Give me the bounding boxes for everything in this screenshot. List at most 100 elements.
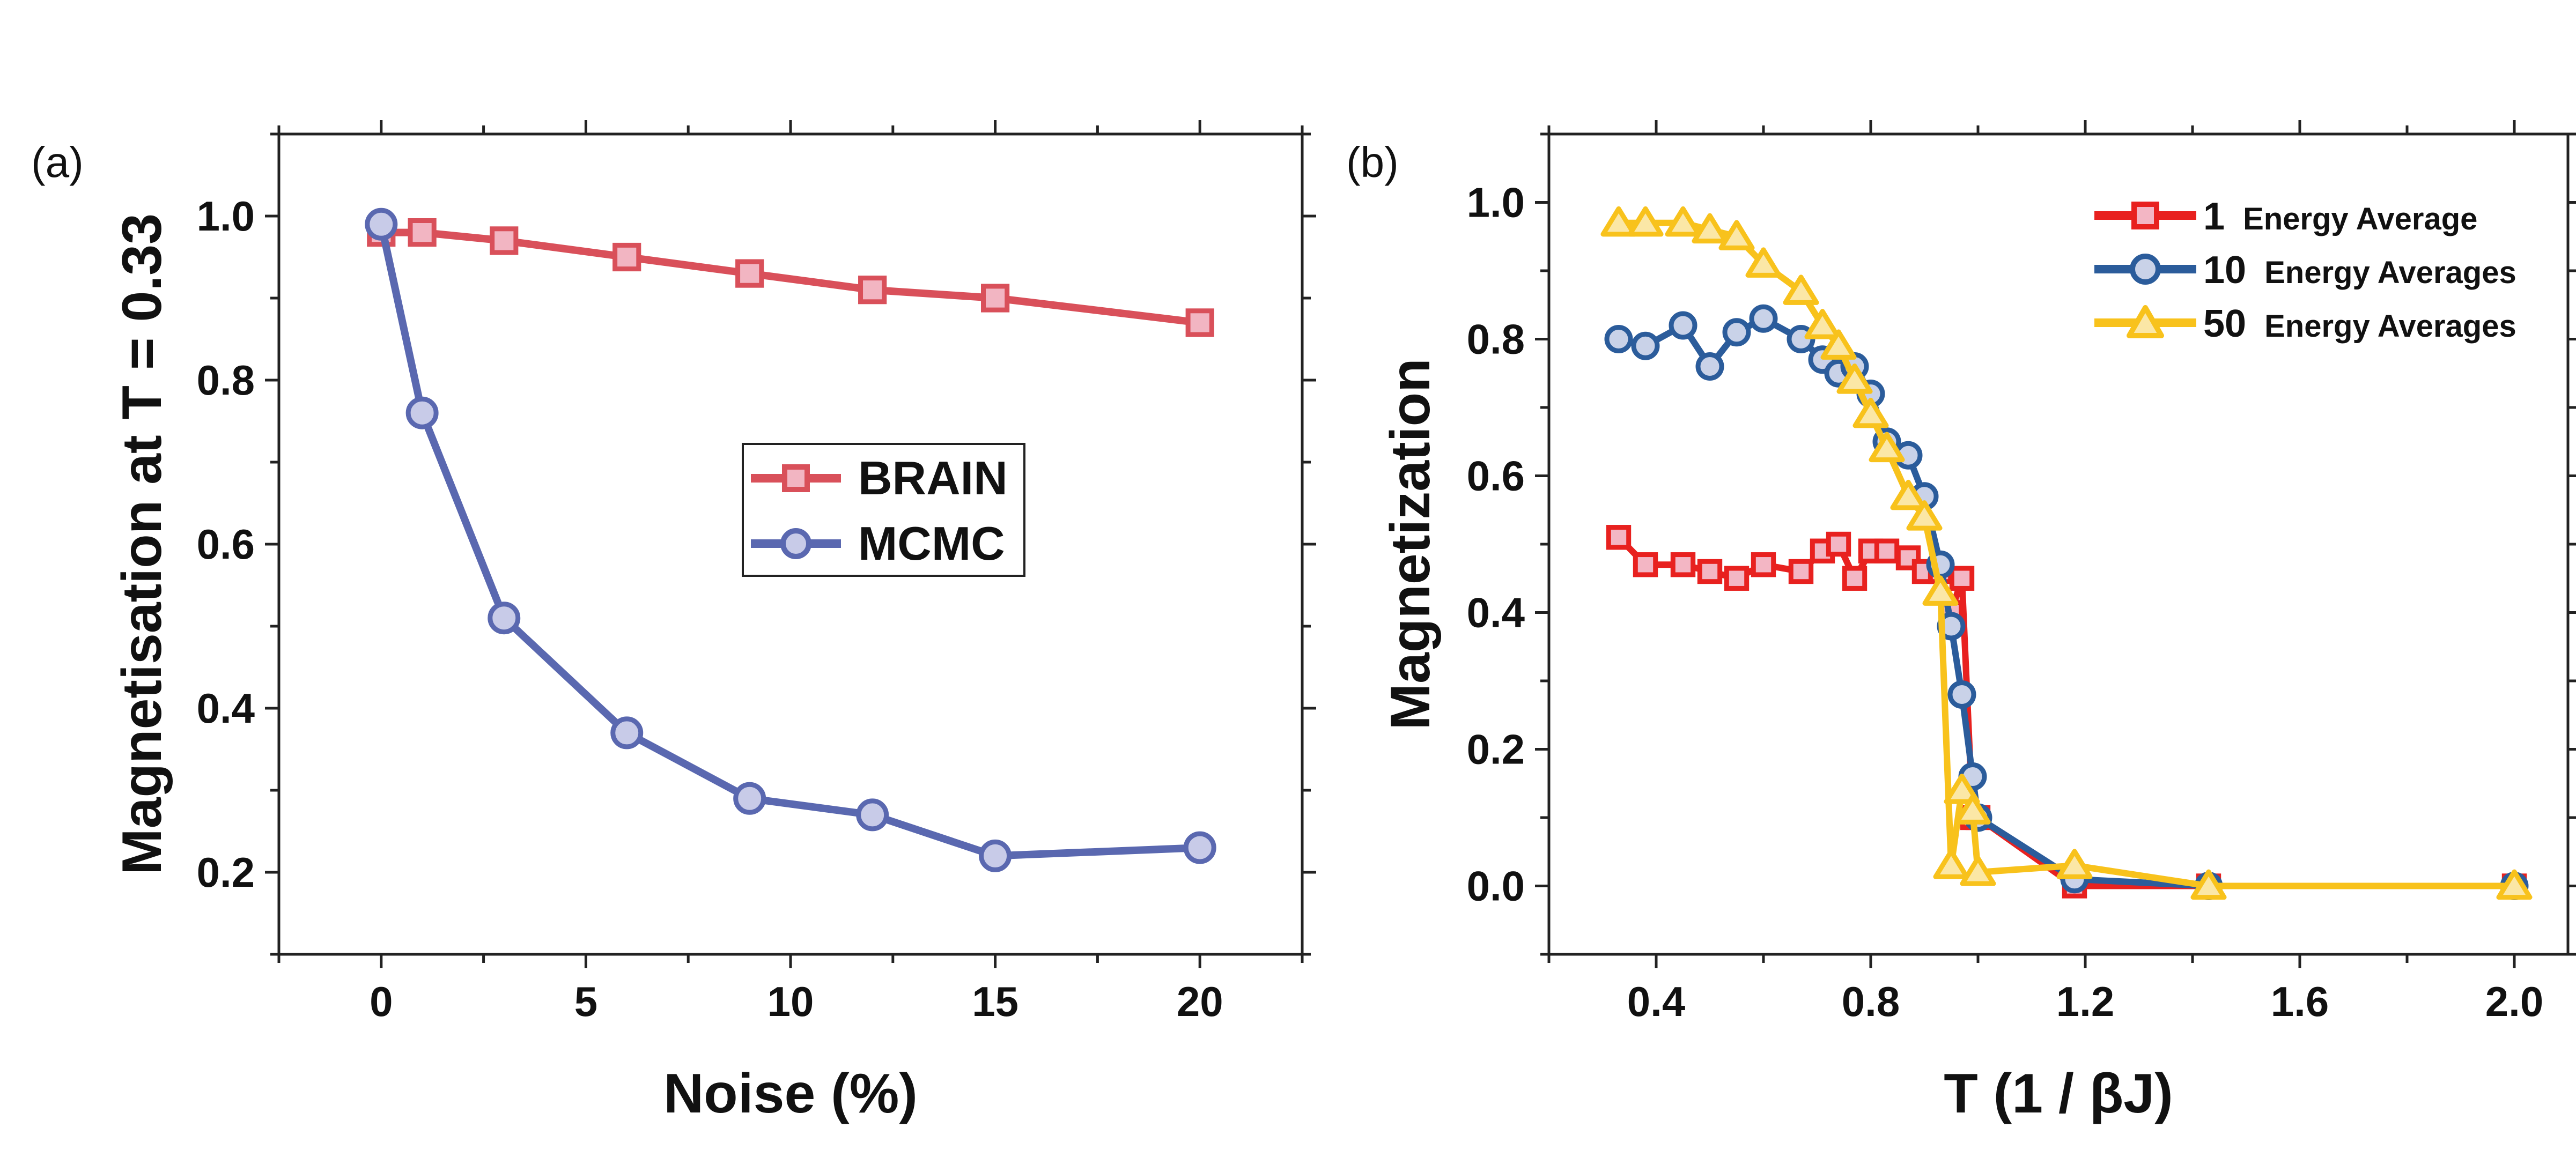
y-tick-label: 0.0 xyxy=(1467,863,1525,910)
x-tick-label: 0.8 xyxy=(1842,978,1900,1025)
panel-b-legend: 1 Energy Average 10 Energy Averages 50 E… xyxy=(2094,195,2516,345)
x-tick-label: 0 xyxy=(370,978,393,1025)
data-point-mcmc xyxy=(979,839,1012,872)
data-point-50-energy-averages xyxy=(1890,479,1927,510)
data-point-mcmc xyxy=(405,396,439,429)
panel-a: (a) 0 5 10 15 20 0.2 0.4 0.6 0.8 1.0 Noise (%) Ma… xyxy=(31,120,1316,1125)
x-tick-label: 5 xyxy=(574,978,597,1025)
data-point-1-energy-average xyxy=(1874,538,1900,563)
data-point-mcmc xyxy=(856,798,889,832)
panel-a-legend: BRAIN MCMC xyxy=(742,443,1025,577)
legend-1-energy-label: 1 Energy Average xyxy=(2203,195,2477,238)
panel-b-series xyxy=(1600,206,2533,900)
legend-entry-50-energy: 50 Energy Averages xyxy=(2094,302,2516,345)
legend-1-energy-number: 1 xyxy=(2203,195,2225,238)
y-tick-label: 1.0 xyxy=(1467,179,1525,226)
y-tick-label: 0.8 xyxy=(1467,316,1525,363)
data-point-mcmc xyxy=(488,602,521,635)
data-point-1-energy-average xyxy=(1697,559,1723,584)
data-point-mcmc xyxy=(1183,831,1216,864)
y-tick-label: 0.6 xyxy=(197,521,255,568)
data-point-50-energy-averages xyxy=(2190,869,2227,900)
y-tick-label: 0.2 xyxy=(197,849,255,896)
legend-brain-marker xyxy=(782,464,810,492)
data-point-50-energy-averages xyxy=(1718,220,1755,250)
legend-50-energy-label: 50 Energy Averages xyxy=(2203,302,2516,345)
data-point-1-energy-average xyxy=(1788,559,1814,584)
legend-brain-label: BRAIN xyxy=(858,451,1008,504)
data-point-mcmc xyxy=(733,782,766,815)
panel-b-tick-labels: 0.4 0.8 1.2 1.6 2.0 0.0 0.2 0.4 0.6 0.8 1.0 xyxy=(1467,179,2544,1026)
legend-entry-brain: BRAIN xyxy=(751,451,1008,504)
data-point-brain xyxy=(490,226,519,255)
data-point-mcmc xyxy=(365,207,398,241)
data-point-50-energy-averages xyxy=(1836,363,1873,394)
data-point-1-energy-average xyxy=(1606,525,1632,550)
legend-50-energy-text: Energy Averages xyxy=(2264,309,2516,344)
legend-50-energy-marker xyxy=(2127,305,2164,338)
legend-1-energy-marker xyxy=(2131,202,2159,229)
x-tick-label: 10 xyxy=(767,978,814,1025)
y-tick-label: 0.8 xyxy=(197,357,255,404)
data-point-10-energy-averages xyxy=(1722,318,1751,347)
x-tick-label: 1.2 xyxy=(2056,978,2114,1025)
panel-a-tick-labels: 0 5 10 15 20 0.2 0.4 0.6 0.8 1.0 xyxy=(197,192,1223,1025)
legend-50-energy-number: 50 xyxy=(2203,302,2246,345)
data-point-50-energy-averages xyxy=(1852,397,1889,428)
y-tick-label: 0.4 xyxy=(1467,589,1525,636)
data-point-brain xyxy=(408,218,437,247)
data-point-50-energy-averages xyxy=(1745,247,1782,278)
y-tick-label: 1.0 xyxy=(197,192,255,240)
legend-entry-mcmc: MCMC xyxy=(751,517,1005,570)
x-tick-label: 15 xyxy=(972,978,1018,1025)
x-tick-label: 20 xyxy=(1177,978,1223,1025)
data-point-50-energy-averages xyxy=(1906,500,1943,531)
series-line-mcmc xyxy=(377,223,1200,860)
data-point-mcmc xyxy=(610,716,644,750)
legend-1-energy-text: Energy Average xyxy=(2243,202,2477,236)
data-point-50-energy-averages xyxy=(2056,849,2093,879)
legend-mcmc-label: MCMC xyxy=(858,517,1005,570)
legend-entry-1-energy: 1 Energy Average xyxy=(2094,195,2477,238)
legend-10-energy-marker xyxy=(2130,254,2161,285)
data-point-10-energy-averages xyxy=(1604,325,1633,353)
y-tick-label: 0.4 xyxy=(197,685,255,732)
data-point-1-energy-average xyxy=(1826,531,1851,557)
data-point-50-energy-averages xyxy=(1944,774,1980,804)
data-point-brain xyxy=(981,284,1010,313)
legend-entry-10-energy: 10 Energy Averages xyxy=(2094,249,2516,292)
panel-b-frame xyxy=(1547,132,2570,956)
data-point-brain xyxy=(858,276,887,305)
x-tick-label: 0.4 xyxy=(1627,978,1685,1025)
legend-10-energy-text: Energy Averages xyxy=(2264,255,2516,290)
data-point-50-energy-averages xyxy=(1692,213,1728,244)
data-point-50-energy-averages xyxy=(1933,849,1969,879)
panel-a-ticks xyxy=(265,120,1316,968)
data-point-50-energy-averages xyxy=(1600,206,1637,237)
y-tick-label: 0.2 xyxy=(1467,726,1525,773)
panel-a-label: (a) xyxy=(31,138,84,186)
data-point-1-energy-average xyxy=(1842,566,1868,591)
data-point-50-energy-averages xyxy=(1960,856,1996,886)
panel-a-frame xyxy=(277,132,1304,956)
data-point-10-energy-averages xyxy=(1631,331,1660,360)
data-point-50-energy-averages xyxy=(1820,329,1857,360)
legend-10-energy-label: 10 Energy Averages xyxy=(2203,249,2516,292)
data-point-1-energy-average xyxy=(1670,552,1696,577)
panel-b-xlabel: T (1 / βJ) xyxy=(1944,1063,2173,1125)
data-point-brain xyxy=(612,242,641,272)
data-point-50-energy-averages xyxy=(1869,432,1905,463)
data-point-brain xyxy=(735,259,764,288)
x-tick-label: 1.6 xyxy=(2271,978,2329,1025)
data-point-brain xyxy=(1185,308,1214,337)
data-point-1-energy-average xyxy=(1724,566,1750,591)
data-point-50-energy-averages xyxy=(1627,206,1664,237)
data-point-1-energy-average xyxy=(1949,566,1975,591)
data-point-50-energy-averages xyxy=(2496,869,2533,900)
x-tick-label: 2.0 xyxy=(2485,978,2543,1025)
data-point-10-energy-averages xyxy=(1947,680,1976,709)
panel-b-ticks xyxy=(1535,120,2576,968)
data-point-1-energy-average xyxy=(1633,552,1658,577)
y-tick-label: 0.6 xyxy=(1467,452,1525,500)
data-point-50-energy-averages xyxy=(1954,794,1991,825)
